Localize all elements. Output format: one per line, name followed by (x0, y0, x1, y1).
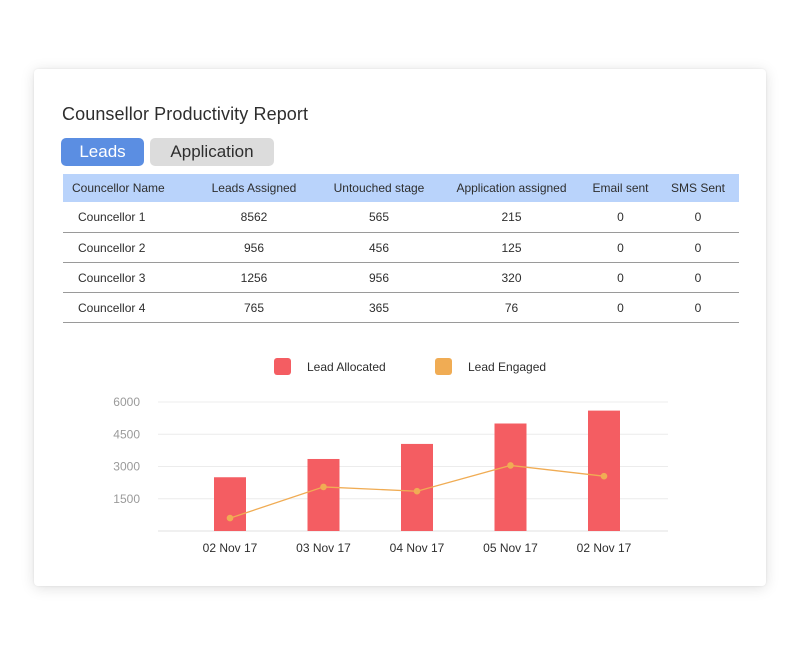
tab-leads[interactable]: Leads (61, 138, 144, 166)
y-tick-label: 1500 (113, 492, 140, 506)
report-card: Counsellor Productivity Report Leads App… (34, 69, 766, 586)
legend-item-lead-engaged: Lead Engaged (435, 358, 546, 375)
table-header-row: Councellor Name Leads Assigned Untouched… (63, 174, 739, 202)
table-cell: 1256 (189, 262, 319, 293)
table-cell: 765 (189, 292, 319, 323)
bar-lead-allocated (588, 410, 620, 531)
column-header: Councellor Name (63, 174, 189, 202)
legend-label: Lead Engaged (468, 359, 547, 374)
table-cell: 0 (657, 292, 739, 323)
x-tick-label: 05 Nov 17 (483, 541, 538, 555)
table-cell: 365 (319, 292, 439, 323)
table-cell: 76 (439, 292, 584, 323)
bar-lead-allocated (401, 443, 433, 531)
table-cell: 956 (319, 262, 439, 293)
table-row: Councellor 4 765 365 76 0 0 (63, 292, 739, 323)
y-tick-label: 3000 (113, 460, 140, 474)
table-cell: 215 (439, 202, 584, 233)
table-cell: 0 (584, 262, 657, 293)
bar-lead-allocated (494, 423, 527, 531)
legend-swatch-bar (274, 358, 291, 375)
table-cell: 0 (584, 292, 657, 323)
table-cell: 320 (439, 262, 584, 293)
point-lead-engaged (600, 472, 608, 480)
legend-item-lead-allocated: Lead Allocated (274, 358, 386, 375)
legend-swatch-line (435, 358, 452, 375)
page-title: Counsellor Productivity Report (62, 104, 309, 124)
table-row: Councellor 1 8562 565 215 0 0 (63, 202, 739, 233)
tab-application[interactable]: Application (150, 138, 274, 166)
column-header: Untouched stage (319, 174, 439, 202)
productivity-table: Councellor Name Leads Assigned Untouched… (63, 174, 739, 323)
column-header: SMS Sent (657, 174, 739, 202)
y-tick-label: 6000 (113, 395, 140, 409)
point-lead-engaged (507, 462, 514, 469)
bar-line-chart: 6000 4500 3000 1500 02 Nov 17 03 Nov 17 04 Nov… (113, 395, 668, 555)
legend-label: Lead Allocated (307, 359, 386, 374)
table-row: Councellor 2 956 456 125 0 0 (63, 232, 739, 263)
table-cell: 0 (657, 262, 739, 293)
column-header: Application assigned (439, 174, 584, 202)
table-cell: 956 (189, 232, 319, 263)
x-tick-label: 03 Nov 17 (296, 541, 351, 555)
table-cell: 565 (319, 202, 439, 233)
table-cell: Councellor 2 (63, 232, 189, 263)
x-tick-label: 04 Nov 17 (390, 541, 445, 555)
column-header: Leads Assigned (189, 174, 319, 202)
table-cell: 456 (319, 232, 439, 263)
x-tick-label: 02 Nov 17 (577, 541, 632, 555)
point-lead-engaged (320, 483, 327, 491)
table-cell: Councellor 3 (63, 262, 189, 293)
table-cell: 0 (657, 202, 739, 233)
table-cell: 0 (584, 202, 657, 233)
bar-lead-allocated (214, 477, 246, 531)
table-cell: 8562 (189, 202, 319, 233)
x-tick-label: 02 Nov 17 (203, 541, 258, 555)
y-tick-label: 4500 (113, 427, 140, 441)
table-row: Councellor 3 1256 956 320 0 0 (63, 262, 739, 293)
column-header: Email sent (584, 174, 657, 202)
point-lead-engaged (226, 514, 234, 522)
table-cell: 0 (657, 232, 739, 263)
table-cell: Councellor 4 (63, 292, 189, 323)
table-cell: 0 (584, 232, 657, 263)
table-cell: 125 (439, 232, 584, 263)
table-cell: Councellor 1 (63, 202, 189, 233)
bar-lead-allocated (307, 458, 340, 531)
point-lead-engaged (413, 487, 421, 495)
